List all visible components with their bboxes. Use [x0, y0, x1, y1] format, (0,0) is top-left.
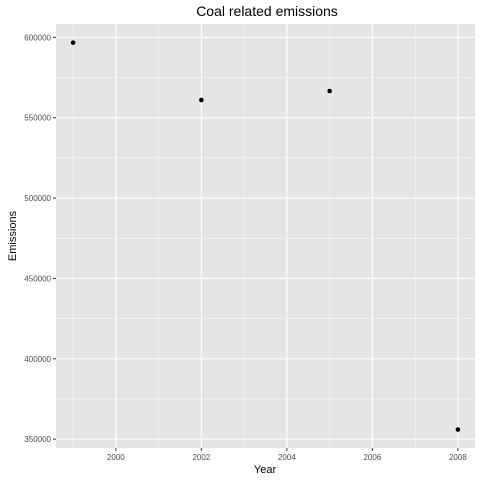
chart-title: Coal related emissions: [196, 3, 338, 19]
x-tick-label: 2002: [192, 453, 210, 462]
x-tick-label: 2004: [278, 453, 296, 462]
y-tick-label: 500000: [24, 194, 51, 203]
grid-major: [56, 24, 475, 448]
x-tick-label: 2006: [363, 453, 381, 462]
data-point: [70, 40, 76, 45]
y-tick-label: 400000: [24, 355, 51, 364]
x-axis-title: Year: [254, 464, 277, 476]
data-point: [199, 97, 204, 103]
y-tick-label: 350000: [24, 435, 51, 444]
x-axis-ticks: 2000 2002 2004 2006 2008: [107, 448, 467, 462]
data-point: [327, 88, 332, 94]
plot-panel: [56, 24, 475, 448]
x-tick-label: 2008: [449, 453, 467, 462]
x-tick-label: 2000: [107, 453, 125, 462]
data-points: [70, 40, 461, 432]
grid-minor: [56, 24, 475, 448]
y-axis-title: Emissions: [7, 210, 19, 261]
y-tick-label: 550000: [24, 114, 51, 123]
y-tick-label: 450000: [24, 274, 51, 283]
y-tick-label: 600000: [24, 33, 51, 42]
y-axis-ticks: 350000 400000 450000 500000 550000 600000: [24, 33, 56, 444]
data-point: [455, 427, 461, 432]
